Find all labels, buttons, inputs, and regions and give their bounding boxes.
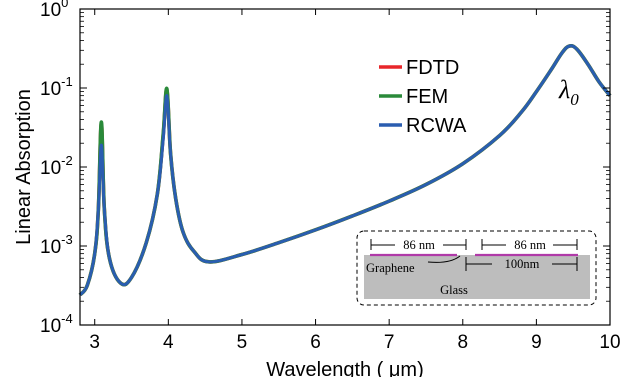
x-tick-label: 10 [599,332,620,353]
x-axis-title: Wavelength ( μm) [266,359,424,377]
series-line-rcwa [78,44,612,296]
lambda0-annotation: λ0 [558,75,579,109]
y-tick-label: 10-3 [40,232,73,258]
y-axis-title: Linear Absorption [13,89,35,245]
y-axis: 100 10-1 10-2 10-3 10-4 [40,0,610,337]
graphene-label: Graphene [366,261,415,275]
structure-inset: 86 nm 86 nm 100nm Graphene Glass [356,230,597,306]
y-tick-label: 100 [40,0,68,21]
y-tick-label: 10-2 [40,153,73,179]
x-tick-label: 4 [163,332,174,353]
period-label: 100nm [505,257,540,271]
dimension-left [370,239,467,250]
y-tick-label: 10-4 [40,311,73,337]
x-axis: 3 4 5 6 7 8 9 10 [89,9,621,353]
graphene-pointer [427,255,461,263]
x-tick-label: 7 [384,332,395,353]
legend-label-rcwa: RCWA [406,115,467,137]
legend-label-fdtd: FDTD [406,57,459,79]
glass-substrate [364,255,590,299]
x-tick-label: 8 [457,332,468,353]
dimension-right [481,239,578,250]
dimension-left-label: 86 nm [403,238,435,252]
lambda-subscript: 0 [570,90,579,109]
series-curves [78,43,612,297]
x-tick-label: 5 [237,332,248,353]
glass-label: Glass [440,283,468,297]
lambda-symbol: λ [558,75,570,104]
x-tick-label: 3 [89,332,100,353]
dimension-period [465,257,578,271]
legend: FDTD FEM RCWA [379,57,467,137]
y-tick-label: 10-1 [40,74,73,100]
x-tick-label: 6 [310,332,321,353]
x-tick-label: 9 [531,332,542,353]
legend-label-fem: FEM [406,86,448,108]
dimension-right-label: 86 nm [514,238,546,252]
